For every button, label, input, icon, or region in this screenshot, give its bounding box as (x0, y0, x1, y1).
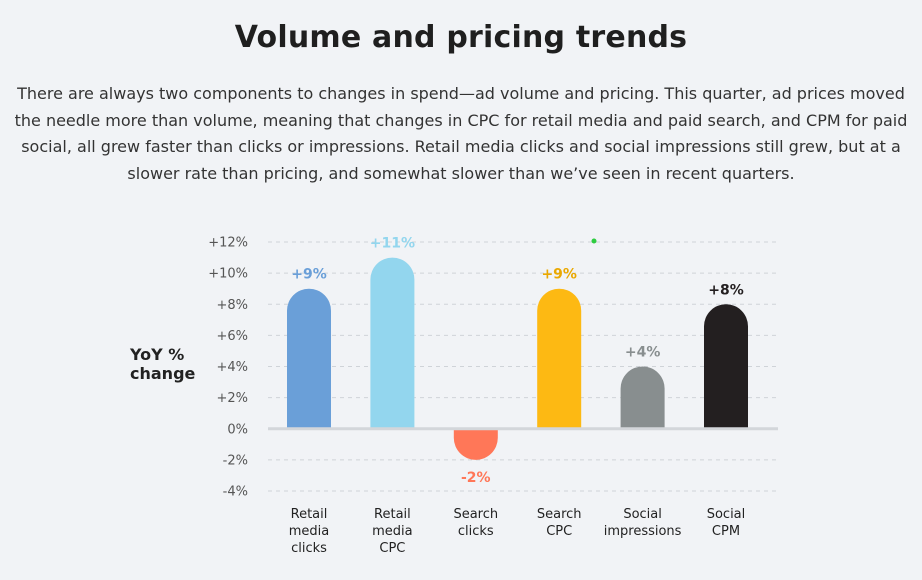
bar (287, 288, 331, 429)
data-label: +4% (625, 345, 661, 361)
y-tick-label: +12% (208, 236, 248, 251)
bar (370, 257, 415, 429)
x-category-label: media (289, 524, 330, 539)
description-paragraph: There are always two components to chang… (14, 84, 908, 183)
x-category-label: Retail (291, 507, 328, 522)
page-title: Volume and pricing trends (234, 20, 688, 55)
x-category-label: CPM (712, 524, 740, 539)
x-category-label: CPC (379, 541, 405, 556)
y-tick-label: +10% (208, 267, 248, 282)
x-category-label: Social (707, 507, 746, 522)
bar (620, 366, 665, 429)
y-tick-label: +2% (216, 391, 248, 406)
x-category-label: Search (537, 507, 582, 522)
bar (453, 428, 498, 460)
y-tick-label: -2% (223, 453, 248, 468)
data-label: +8% (708, 282, 744, 298)
y-tick-label: -4% (223, 485, 248, 500)
data-label: +9% (291, 267, 327, 283)
x-category-label: Search (453, 507, 498, 522)
bar (537, 288, 582, 429)
x-category-label: CPC (546, 524, 572, 539)
y-tick-label: +8% (216, 298, 248, 313)
y-axis-label-line-1: YoY % (130, 345, 185, 364)
x-category-label: Social (623, 507, 662, 522)
x-category-label: Retail (374, 507, 411, 522)
x-category-label: clicks (291, 541, 327, 556)
y-tick-label: +4% (216, 360, 248, 375)
y-axis-label: YoY % change (130, 345, 195, 383)
data-label: -2% (461, 470, 491, 486)
bar (704, 304, 748, 429)
data-label: +11% (370, 236, 415, 252)
y-axis-label-line-2: change (130, 364, 196, 383)
x-category-label: media (372, 524, 413, 539)
x-category-label: impressions (604, 524, 682, 539)
data-label: +9% (541, 267, 577, 283)
y-tick-label: 0% (227, 422, 248, 437)
y-tick-label: +6% (216, 329, 248, 344)
x-category-label: clicks (458, 524, 494, 539)
